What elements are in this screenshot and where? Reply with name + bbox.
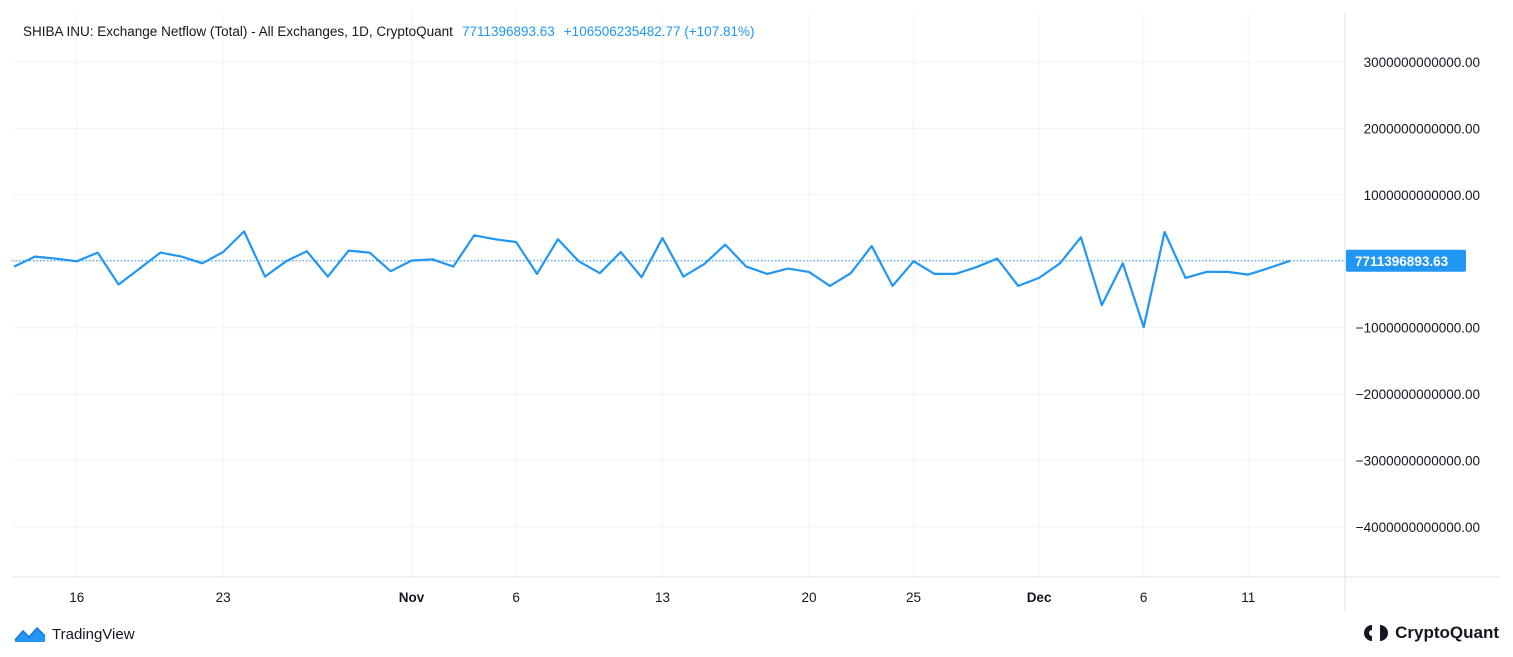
data-point (348, 249, 350, 251)
time-tick-label: 6 (512, 590, 520, 605)
data-point (473, 234, 475, 236)
axes (12, 12, 1500, 612)
data-point (933, 273, 935, 275)
data-point (1059, 262, 1061, 264)
data-point (117, 283, 119, 285)
data-point (536, 273, 538, 275)
time-tick-label: 16 (69, 590, 84, 605)
data-point (222, 251, 224, 253)
data-point (201, 262, 203, 264)
data-point (96, 251, 98, 253)
data-point (599, 272, 601, 274)
data-point (452, 265, 454, 267)
data-point (787, 267, 789, 269)
data-point (661, 237, 663, 239)
cryptoquant-brand[interactable]: CryptoQuant (1363, 623, 1499, 643)
price-tick-label: −1000000000000.00 (1356, 321, 1480, 336)
data-point (34, 255, 36, 257)
legend-last-value: 7711396893.63 (461, 24, 555, 39)
data-point (1268, 267, 1270, 269)
data-point (808, 271, 810, 273)
data-point (619, 251, 621, 253)
data-point (850, 272, 852, 274)
price-axis[interactable]: 3000000000000.00 2000000000000.00 10000000… (1356, 55, 1480, 535)
netflow-series-line[interactable] (13, 230, 1291, 329)
data-point (264, 275, 266, 277)
data-point (138, 267, 140, 269)
data-point (159, 251, 161, 253)
data-point (327, 275, 329, 277)
data-point (1122, 262, 1124, 264)
data-point (891, 285, 893, 287)
time-tick-label: Dec (1027, 590, 1052, 605)
data-point (1289, 260, 1291, 262)
legend-change: +106506235482.77 (+107.81%) (563, 24, 755, 39)
tradingview-logo-icon (14, 626, 46, 642)
time-tick-label: 6 (1140, 590, 1148, 605)
last-value-label-text: 7711396893.63 (1355, 254, 1449, 269)
data-point (766, 273, 768, 275)
time-tick-label: 20 (801, 590, 816, 605)
data-point (76, 260, 78, 262)
data-point (1101, 304, 1103, 306)
data-point (1142, 326, 1144, 328)
price-tick-label: −4000000000000.00 (1356, 520, 1480, 535)
time-tick-label: 13 (655, 590, 670, 605)
data-point (1205, 271, 1207, 273)
data-point (410, 259, 412, 261)
data-point (368, 251, 370, 253)
data-point (515, 241, 517, 243)
data-point (975, 266, 977, 268)
price-tick-label: 2000000000000.00 (1364, 121, 1480, 136)
data-point (1163, 231, 1165, 233)
data-point (682, 275, 684, 277)
data-point (745, 265, 747, 267)
data-point (1226, 271, 1228, 273)
cryptoquant-logo-icon (1364, 625, 1389, 641)
grid (12, 12, 1345, 577)
data-point (996, 257, 998, 259)
last-value-label: 7711396893.63 (1346, 249, 1466, 272)
time-tick-label: 23 (216, 590, 231, 605)
time-tick-label: 11 (1241, 590, 1255, 605)
cryptoquant-name: CryptoQuant (1395, 623, 1499, 642)
data-points (13, 230, 1292, 328)
chart-legend: SHIBA INU: Exchange Netflow (Total) - Al… (23, 24, 754, 39)
price-tick-label: 1000000000000.00 (1364, 188, 1480, 203)
data-point (829, 285, 831, 287)
data-point (1017, 285, 1019, 287)
data-point (13, 265, 15, 267)
data-point (389, 270, 391, 272)
data-point (703, 263, 705, 265)
data-point (724, 243, 726, 245)
data-point (1184, 277, 1186, 279)
tradingview-name: TradingView (52, 625, 135, 643)
data-point (578, 260, 580, 262)
data-point (557, 238, 559, 240)
data-point (640, 276, 642, 278)
data-point (180, 255, 182, 257)
tradingview-brand[interactable]: TradingView (14, 625, 135, 643)
last-value-label-bg (1346, 249, 1466, 272)
time-tick-label: Nov (399, 590, 425, 605)
data-point (494, 238, 496, 240)
data-point (1038, 277, 1040, 279)
legend-title: SHIBA INU: Exchange Netflow (Total) - Al… (23, 24, 453, 39)
data-point (306, 250, 308, 252)
price-tick-label: −2000000000000.00 (1356, 387, 1480, 402)
price-tick-label: −3000000000000.00 (1356, 454, 1480, 469)
data-point (1080, 236, 1082, 238)
data-point (55, 257, 57, 259)
data-point (243, 230, 245, 232)
data-point (285, 260, 287, 262)
time-axis[interactable]: 16 23 Nov 6 13 20 25 Dec 6 11 (69, 590, 1255, 605)
price-tick-label: 3000000000000.00 (1364, 55, 1480, 70)
time-tick-label: 25 (906, 590, 921, 605)
data-point (431, 258, 433, 260)
data-point (954, 273, 956, 275)
data-point (912, 260, 914, 262)
data-point (871, 245, 873, 247)
data-point (1247, 273, 1249, 275)
